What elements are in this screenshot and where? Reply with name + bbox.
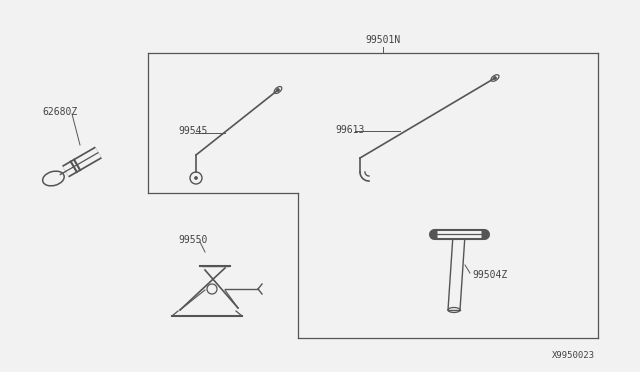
Circle shape — [195, 176, 198, 180]
Circle shape — [493, 77, 497, 80]
Text: 99504Z: 99504Z — [472, 270, 508, 280]
Text: X9950023: X9950023 — [552, 351, 595, 360]
Circle shape — [276, 89, 280, 92]
Text: 99613: 99613 — [335, 125, 364, 135]
Text: 62680Z: 62680Z — [42, 107, 77, 117]
Text: 99501N: 99501N — [365, 35, 401, 45]
Text: 99550: 99550 — [178, 235, 207, 245]
Text: 99545: 99545 — [178, 126, 207, 136]
